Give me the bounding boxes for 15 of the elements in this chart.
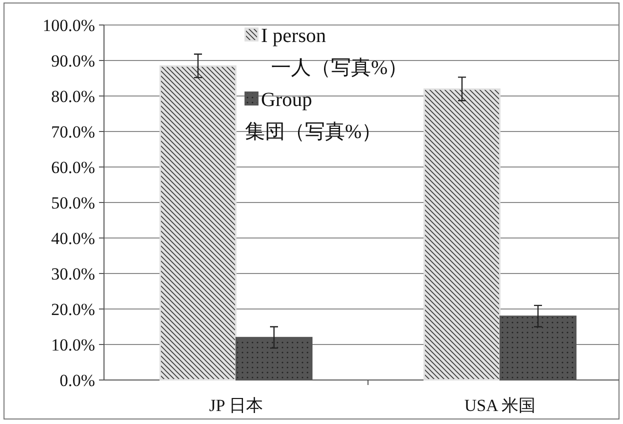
x-tick-label: JP 日本 (209, 396, 263, 415)
y-tick-label: 90.0% (51, 52, 95, 70)
y-tick-label: 40.0% (51, 229, 95, 248)
y-tick-label: 70.0% (51, 122, 95, 142)
x-tick-label: USA 米国 (464, 396, 536, 415)
y-tick-label: 100.0% (42, 16, 95, 35)
y-tick-label: 60.0% (51, 158, 95, 177)
legend-label: I person 一人（写真%） (261, 25, 408, 79)
y-tick-label: 30.0% (51, 264, 95, 284)
y-tick-label: 50.0% (51, 194, 95, 212)
legend-label: Group 集団（写真%） (245, 89, 382, 143)
y-tick-label: 80.0% (51, 87, 95, 106)
y-tick-label: 20.0% (51, 300, 95, 319)
y-tick-label: 10.0% (51, 336, 95, 354)
y-tick-label: 0.0% (60, 371, 95, 390)
